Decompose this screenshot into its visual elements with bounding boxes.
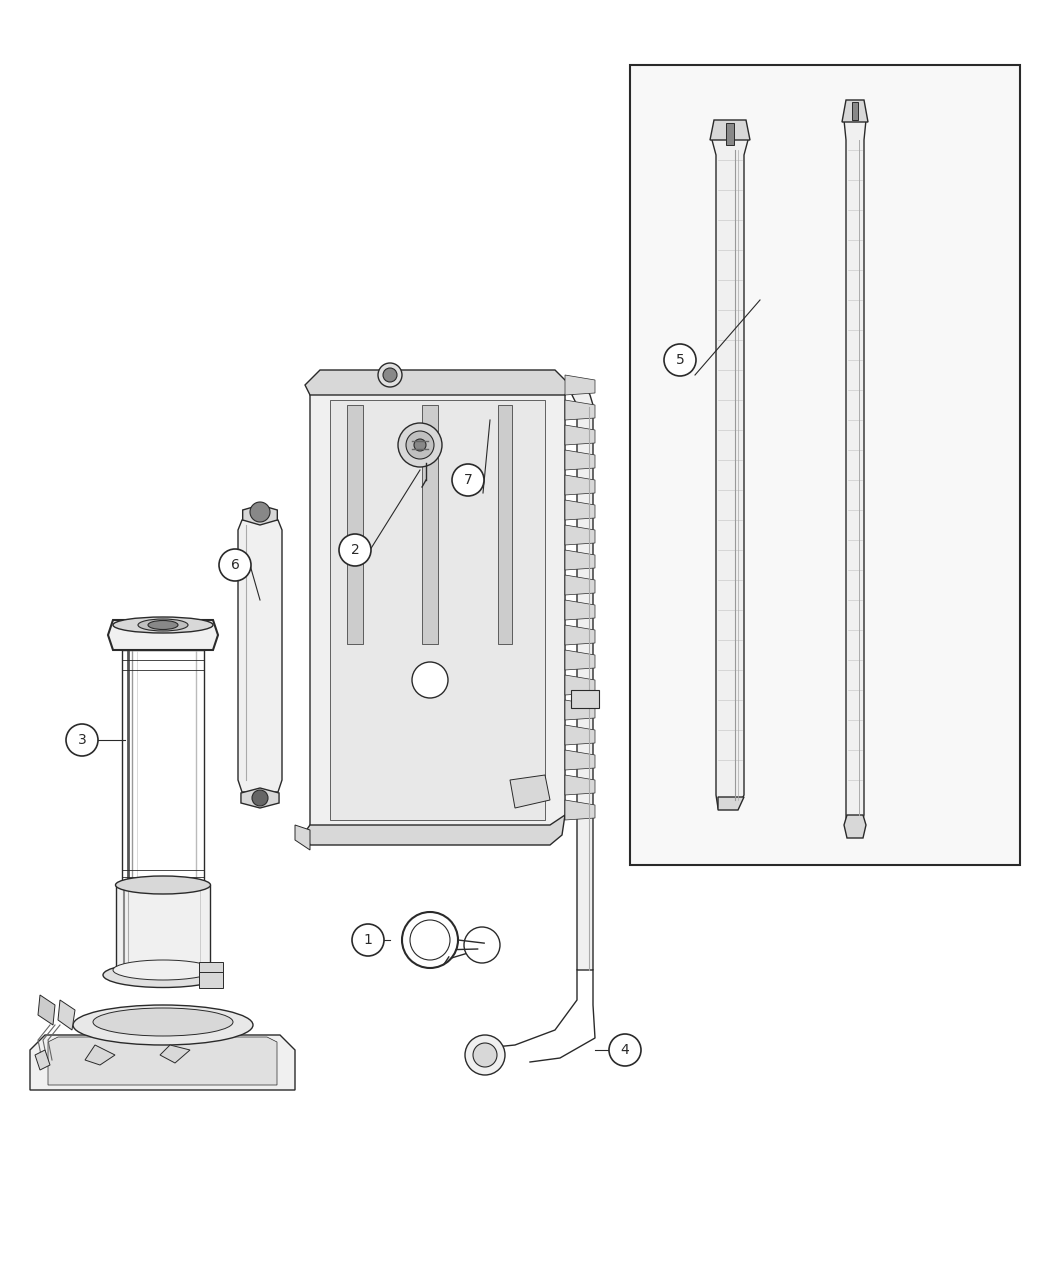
Polygon shape bbox=[116, 885, 210, 975]
Polygon shape bbox=[712, 125, 748, 808]
Polygon shape bbox=[565, 775, 595, 796]
Circle shape bbox=[252, 790, 268, 806]
Ellipse shape bbox=[113, 617, 213, 632]
Polygon shape bbox=[565, 799, 595, 820]
Polygon shape bbox=[718, 797, 744, 810]
Polygon shape bbox=[48, 1037, 277, 1085]
Bar bbox=[346, 405, 363, 644]
Text: 4: 4 bbox=[621, 1043, 629, 1057]
Bar bbox=[422, 405, 438, 644]
Polygon shape bbox=[571, 690, 598, 708]
Ellipse shape bbox=[93, 1009, 233, 1037]
Polygon shape bbox=[240, 788, 279, 808]
Polygon shape bbox=[572, 385, 593, 970]
Text: 7: 7 bbox=[464, 473, 473, 487]
Polygon shape bbox=[565, 476, 595, 495]
Circle shape bbox=[352, 924, 384, 956]
Ellipse shape bbox=[148, 621, 178, 630]
Polygon shape bbox=[295, 825, 310, 850]
Polygon shape bbox=[565, 525, 595, 544]
Text: 3: 3 bbox=[78, 733, 86, 747]
Polygon shape bbox=[565, 425, 595, 445]
Circle shape bbox=[339, 534, 371, 566]
Circle shape bbox=[250, 502, 270, 521]
Circle shape bbox=[66, 724, 98, 756]
Polygon shape bbox=[310, 375, 565, 830]
Bar bbox=[630, 65, 1020, 864]
Circle shape bbox=[378, 363, 402, 388]
Circle shape bbox=[609, 1034, 640, 1066]
Ellipse shape bbox=[113, 960, 213, 980]
Polygon shape bbox=[304, 815, 565, 845]
Polygon shape bbox=[198, 972, 223, 988]
Polygon shape bbox=[565, 550, 595, 570]
Polygon shape bbox=[85, 1046, 116, 1065]
Polygon shape bbox=[30, 1035, 295, 1090]
Polygon shape bbox=[565, 601, 595, 620]
Circle shape bbox=[414, 439, 426, 451]
Polygon shape bbox=[38, 994, 55, 1025]
Polygon shape bbox=[710, 120, 750, 140]
Polygon shape bbox=[243, 505, 277, 525]
Ellipse shape bbox=[103, 963, 223, 988]
Polygon shape bbox=[842, 99, 868, 122]
Text: 6: 6 bbox=[231, 558, 239, 572]
Polygon shape bbox=[844, 105, 866, 833]
Ellipse shape bbox=[116, 876, 210, 894]
Polygon shape bbox=[108, 620, 218, 650]
Polygon shape bbox=[565, 650, 595, 669]
Polygon shape bbox=[565, 674, 595, 695]
Polygon shape bbox=[565, 575, 595, 595]
Circle shape bbox=[219, 550, 251, 581]
Polygon shape bbox=[510, 775, 550, 808]
Polygon shape bbox=[565, 450, 595, 470]
Polygon shape bbox=[565, 500, 595, 520]
Circle shape bbox=[398, 423, 442, 467]
Ellipse shape bbox=[138, 618, 188, 631]
Circle shape bbox=[472, 1043, 497, 1067]
Polygon shape bbox=[238, 520, 282, 792]
Polygon shape bbox=[160, 1046, 190, 1063]
Polygon shape bbox=[198, 963, 223, 978]
Circle shape bbox=[412, 662, 448, 697]
Polygon shape bbox=[565, 700, 595, 720]
Circle shape bbox=[465, 1035, 505, 1075]
Polygon shape bbox=[844, 815, 866, 838]
Polygon shape bbox=[565, 625, 595, 645]
Polygon shape bbox=[58, 1000, 75, 1030]
Polygon shape bbox=[122, 650, 204, 885]
Polygon shape bbox=[565, 400, 595, 419]
Circle shape bbox=[452, 464, 484, 496]
Circle shape bbox=[664, 344, 696, 376]
Circle shape bbox=[383, 368, 397, 382]
Polygon shape bbox=[726, 122, 734, 145]
Polygon shape bbox=[852, 102, 858, 120]
Text: 1: 1 bbox=[363, 933, 373, 947]
Text: 2: 2 bbox=[351, 543, 359, 557]
Polygon shape bbox=[565, 750, 595, 770]
Polygon shape bbox=[565, 725, 595, 745]
Polygon shape bbox=[35, 1051, 50, 1070]
Polygon shape bbox=[330, 400, 545, 820]
Bar bbox=[498, 405, 512, 644]
Circle shape bbox=[406, 431, 434, 459]
Ellipse shape bbox=[74, 1005, 253, 1046]
Polygon shape bbox=[565, 375, 595, 395]
Polygon shape bbox=[304, 370, 570, 395]
Text: 5: 5 bbox=[675, 353, 685, 367]
